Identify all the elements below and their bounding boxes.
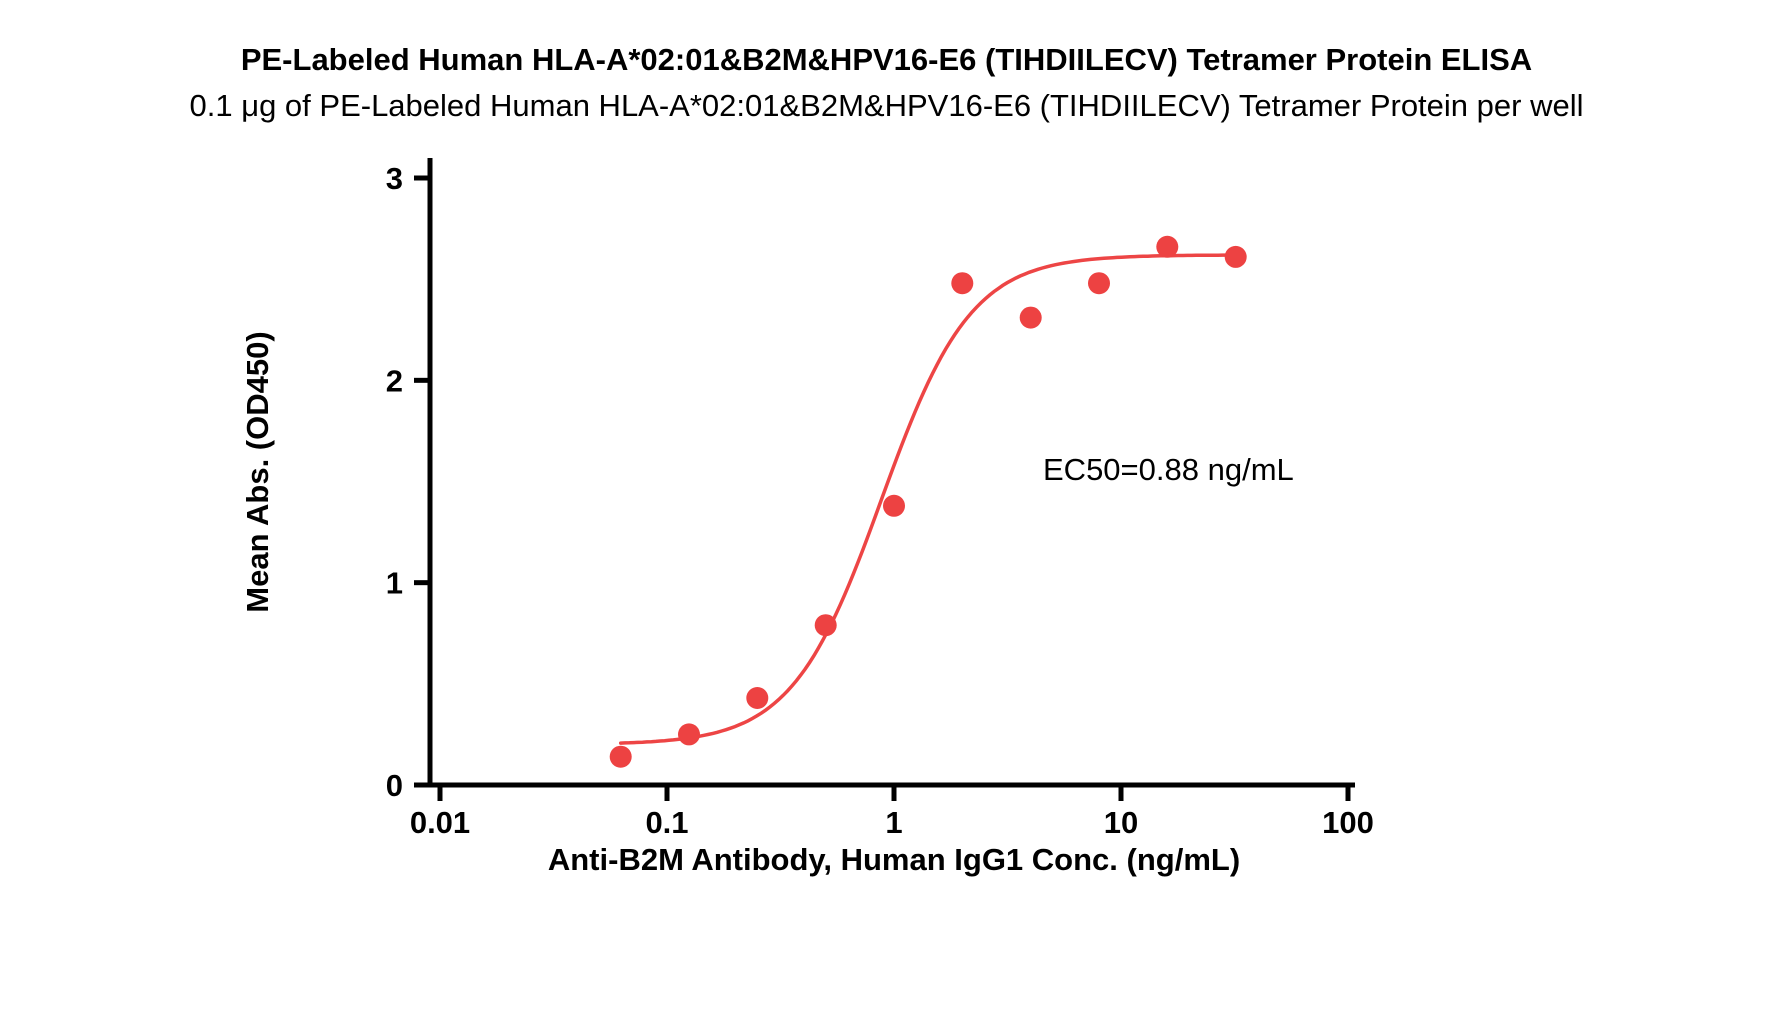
ec50-annotation: EC50=0.88 ng/mL bbox=[1043, 452, 1294, 487]
data-point bbox=[1156, 235, 1179, 258]
x-tick-label: 0.01 bbox=[410, 805, 470, 840]
data-point bbox=[609, 745, 632, 768]
y-tick-label: 1 bbox=[386, 566, 403, 601]
data-point bbox=[1019, 306, 1042, 329]
data-point bbox=[814, 614, 837, 637]
y-tick-label: 3 bbox=[386, 161, 403, 196]
y-tick-label: 0 bbox=[386, 768, 403, 803]
data-point bbox=[1224, 245, 1247, 268]
data-point bbox=[746, 687, 769, 709]
chart-title: PE-Labeled Human HLA-A*02:01&B2M&HPV16-E… bbox=[240, 42, 1533, 77]
data-point bbox=[678, 723, 700, 746]
data-point bbox=[951, 272, 974, 295]
x-axis-label: Anti-B2M Antibody, Human IgG1 Conc. (ng/… bbox=[547, 842, 1241, 877]
fit-curve bbox=[618, 253, 1238, 745]
x-tick-label: 1 bbox=[885, 805, 902, 840]
x-tick-label: 100 bbox=[1322, 805, 1374, 840]
chart-subtitle: 0.1 μg of PE-Labeled Human HLA-A*02:01&B… bbox=[189, 88, 1584, 123]
x-tick-label: 10 bbox=[1104, 805, 1138, 840]
data-point bbox=[1088, 272, 1110, 295]
x-tick-label: 0.1 bbox=[645, 805, 688, 840]
data-point bbox=[883, 494, 905, 517]
y-tick-label: 2 bbox=[386, 363, 403, 398]
y-axis-label: Mean Abs. (OD450) bbox=[240, 331, 275, 613]
